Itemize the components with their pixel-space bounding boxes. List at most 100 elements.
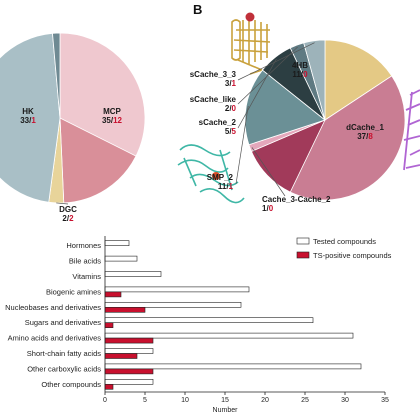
pie-b-slice-smp-2 [244,69,326,146]
pie-a-label-dgc: DGC [59,205,77,214]
category-label-sugars-and-derivatives: Sugars and derivatives [25,318,102,327]
pie-b-slice-scache-3-3 [303,39,326,121]
bar-chart-legend: Tested compounds TS-positive compounds [296,237,392,260]
pie-b-label-smp-2: SMP_2 [207,173,234,182]
positive-count: 12 [113,116,122,125]
positive-count: 0 [269,204,274,213]
tested-count: 37 [357,132,366,141]
category-label-hormones: Hormones [66,241,101,250]
tested-count: 2 [62,214,67,223]
count-separator: / [301,70,304,79]
tested-count: 11 [292,70,301,79]
category-label-other-carboxylic-acids: Other carboxylic acids [27,364,101,373]
pie-b-count-scache-2: 5/5 [225,127,237,136]
pie-chart-b [244,39,406,201]
pie-b-count-scache-like: 2/0 [225,104,237,113]
bar-tested-compounds-nucleobases-and-derivatives [104,301,242,308]
positive-count: 0 [303,70,308,79]
count-separator: / [111,116,114,125]
pie-b-label-scache-2: sCache_2 [199,118,237,127]
tested-count: 33 [20,116,29,125]
count-separator: / [229,79,232,88]
bar-tested-compounds-biogenic-amines [104,286,250,293]
positive-count: 1 [229,182,234,191]
count-separator: / [29,116,32,125]
legend-swatch-ts-positive-compounds [296,251,310,259]
bar-chart [104,240,362,390]
count-separator: / [366,132,369,141]
pie-chart-a [0,32,146,204]
tested-count: 35 [102,116,111,125]
positive-count: 2 [69,214,74,223]
protein-structure-left-icon [177,144,245,204]
pie-a-count-hk: 33/1 [20,116,36,125]
x-tick-label-5: 5 [143,397,147,404]
pie-b-label-dcache-1: dCache_1 [346,123,384,132]
count-separator: / [67,214,70,223]
bar-tested-compounds-other-compounds [104,378,154,385]
pie-a-label-mcp: MCP [103,107,121,116]
protein-structure-top-icon [231,12,271,75]
pie-a-slice-hk [0,32,61,203]
positive-count: 1 [232,79,237,88]
bar-chart-axis: Hormones Bile acids Vitamins Biogenic amine… [5,236,389,414]
pie-b-label-4hb: 4HB [292,61,308,70]
tested-count: 1 [262,204,267,213]
pie-a-count-dgc: 2/2 [62,214,74,223]
bar-tested-compounds-amino-acids-and-derivatives [104,332,354,339]
bar-tested-compounds-vitamins [104,271,162,277]
pie-b-slice-4hb [324,39,393,121]
positive-count: 8 [368,132,373,141]
category-label-vitamins: Vitamins [72,272,101,281]
positive-count: 5 [232,127,237,136]
category-label-nucleobases-and-derivatives: Nucleobases and derivatives [5,303,101,312]
x-axis-label: Number [213,407,239,414]
pie-b-count-smp-2: 11/1 [218,182,234,191]
pie-b-count-cache-3-cache-2: 1/0 [262,204,274,213]
category-label-bile-acids: Bile acids [69,257,101,266]
x-tick-label-10: 10 [181,397,189,404]
pie-b-leader-scache-3-3 [237,42,315,81]
pie-b-label-scache-like: sCache_like [190,95,237,104]
x-tick-label-30: 30 [341,397,349,404]
x-tick-label-20: 20 [261,397,269,404]
pie-b-count-4hb: 11/0 [292,70,308,79]
legend-label-ts-positive-compounds: TS-positive compounds [313,251,392,260]
bar-tested-compounds-hormones [104,240,130,246]
category-label-short-chain-fatty-acids: Short-chain fatty acids [27,349,101,358]
tested-count: 2 [225,104,230,113]
pie-b-leader-scache-like [237,46,298,105]
bar-ts-positive-compounds-nucleobases-and-derivatives [104,306,146,313]
panel-label: B [193,2,202,17]
legend-label-tested-compounds: Tested compounds [313,237,376,246]
pie-b-leader-smp-2 [235,106,249,185]
category-label-amino-acids-and-derivatives: Amino acids and derivatives [8,334,102,343]
bar-ts-positive-compounds-short-chain-fatty-acids [104,353,138,359]
bar-tested-compounds-sugars-and-derivatives [104,317,314,324]
bar-tested-compounds-other-carboxylic-acids [104,363,362,370]
pie-a-label-hk: HK [22,107,34,116]
bar-ts-positive-compounds-other-compounds [104,383,114,390]
positive-count: 1 [31,116,36,125]
bar-tested-compounds-short-chain-fatty-acids [104,348,154,354]
pie-a-slice-mcp-positive [59,117,137,204]
count-separator: / [229,127,232,136]
x-tick-label-15: 15 [221,397,229,404]
pie-b-label-cache-3-cache-2: Cache_3-Cache_2 [262,195,331,204]
bar-ts-positive-compounds-other-carboxylic-acids [104,368,154,375]
count-separator: / [229,104,232,113]
count-separator: / [226,182,229,191]
tested-count: 5 [225,127,230,136]
tested-count: 3 [225,79,230,88]
pie-b-leader-scache-2 [237,58,277,129]
positive-count: 0 [232,104,237,113]
pie-b-count-scache-3-3: 3/1 [225,79,237,88]
tested-count: 11 [218,182,227,191]
x-tick-label-35: 35 [381,397,389,404]
x-tick-label-0: 0 [103,397,107,404]
bar-tested-compounds-bile-acids [104,255,138,262]
count-separator: / [266,204,269,213]
bar-ts-positive-compounds-sugars-and-derivatives [104,322,114,329]
